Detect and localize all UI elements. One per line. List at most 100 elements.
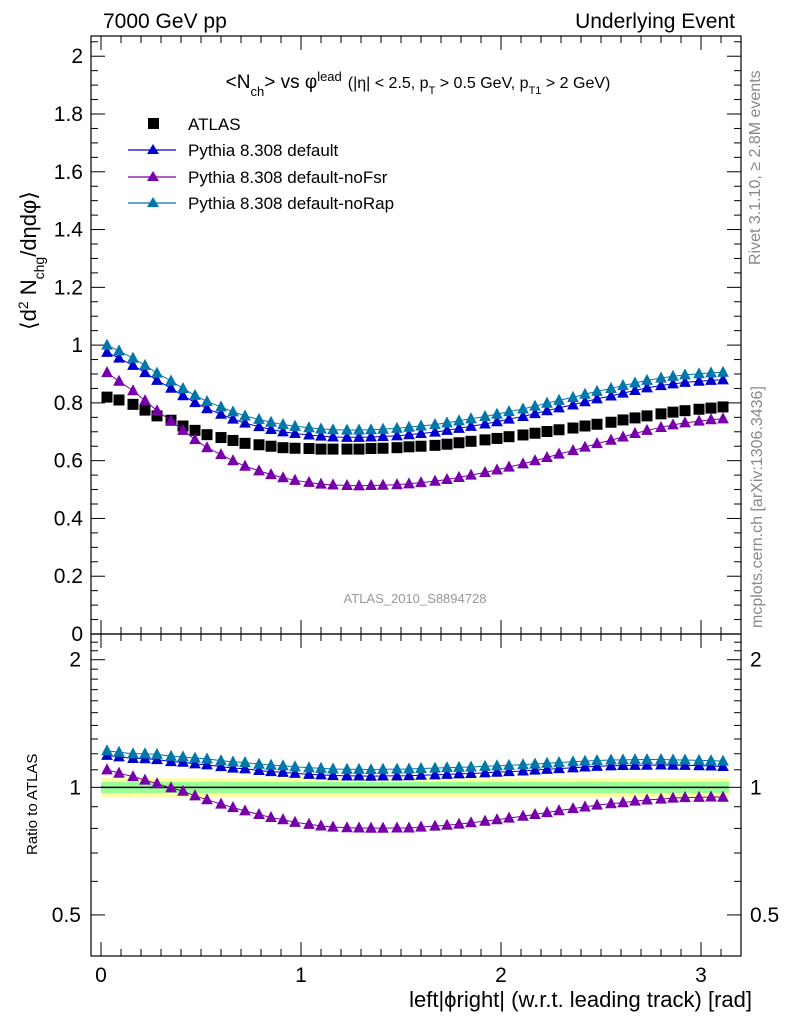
analysis-id: ATLAS_2010_S8894728 xyxy=(344,591,487,606)
mc-data-point xyxy=(227,405,239,417)
atlas-data-point xyxy=(113,394,125,406)
ratio-frame xyxy=(90,633,742,957)
ratio-data-point xyxy=(641,753,653,765)
mc-data-point xyxy=(277,425,289,437)
mc-data-point xyxy=(253,412,265,424)
ratio-data-point xyxy=(717,754,729,766)
mc-data-point xyxy=(403,420,415,432)
atlas-data-point xyxy=(579,420,591,432)
atlas-data-point xyxy=(667,406,679,418)
main-panel: 0 0.2 0.4 0.6 0.8 1 1.2 1.4 1.6 1.8 2 xyxy=(54,35,742,646)
ratio-data-point xyxy=(667,753,679,765)
ratio-y-axis-label: Ratio to ATLAS xyxy=(24,754,41,855)
mc-data-point xyxy=(453,421,465,433)
x-axis-label: left|ϕright| (w.r.t. leading track) [rad… xyxy=(409,987,752,1012)
ratio-y-tick-label-right: 0.5 xyxy=(750,904,779,927)
mc-data-point xyxy=(289,419,301,431)
mc-data-point xyxy=(341,479,353,491)
mc-data-point xyxy=(453,414,465,426)
rivet-version-text: Rivet 3.1.10, ≥ 2.8M events xyxy=(747,70,764,265)
ratio-data-point xyxy=(365,769,377,781)
ratio-data-point xyxy=(253,757,265,769)
mc-data-point xyxy=(151,366,163,378)
mc-data-point xyxy=(567,390,579,402)
mc-data-point xyxy=(227,454,239,466)
mc-data-point xyxy=(579,387,591,399)
mc-data-point xyxy=(277,418,289,430)
mc-data-point xyxy=(655,379,667,391)
ratio-data-point xyxy=(327,820,339,832)
mc-data-point xyxy=(591,437,603,449)
mc-data-point xyxy=(165,414,177,426)
mc-data-point xyxy=(517,402,529,414)
atlas-data-point xyxy=(127,398,139,410)
atlas-data-point xyxy=(693,403,705,415)
mc-data-point xyxy=(541,396,553,408)
mc-data-point xyxy=(453,470,465,482)
ratio-data-point xyxy=(327,762,339,774)
ratio-data-point xyxy=(453,760,465,772)
mc-data-point xyxy=(353,423,365,435)
ratio-data-point xyxy=(641,793,653,805)
mc-data-point xyxy=(529,407,541,419)
ratio-data-point xyxy=(139,747,151,759)
atlas-data-point xyxy=(101,391,113,403)
mc-data-point xyxy=(365,479,377,491)
mc-data-point xyxy=(377,429,389,441)
mc-data-point xyxy=(289,473,301,485)
mc-data-point xyxy=(465,419,477,431)
ratio-data-point xyxy=(629,794,641,806)
mc-data-point xyxy=(189,388,201,400)
mc-data-point xyxy=(353,430,365,442)
legend-default-marker xyxy=(147,144,159,154)
mc-data-point xyxy=(579,395,591,407)
ratio-data-point xyxy=(391,769,403,781)
mc-data-point xyxy=(165,374,177,386)
atlas-data-point xyxy=(189,424,201,436)
mc-data-point xyxy=(101,366,113,378)
mc-data-point xyxy=(541,450,553,463)
ratio-data-point xyxy=(177,784,189,796)
main-y-tick-label: 0 xyxy=(71,623,83,646)
mc-data-point xyxy=(365,430,377,442)
ratio-data-point xyxy=(479,759,491,771)
atlas-data-point xyxy=(415,440,427,452)
ratio-data-point xyxy=(215,760,227,772)
ratio-data-point xyxy=(201,758,213,770)
ratio-data-point xyxy=(465,816,477,828)
ratio-data-point xyxy=(253,807,265,819)
mc-data-point xyxy=(391,429,403,441)
ratio-data-point xyxy=(503,811,515,823)
mc-data-point xyxy=(415,476,427,488)
ratio-data-point xyxy=(151,777,163,789)
ratio-data-point xyxy=(453,767,465,779)
ratio-data-point xyxy=(503,758,515,770)
main-y-tick-label: 1.2 xyxy=(54,276,83,299)
ratio-data-point xyxy=(655,792,667,804)
atlas-data-point xyxy=(341,443,353,455)
main-y-tick-label: 1.8 xyxy=(54,103,83,126)
ratio-data-point xyxy=(201,793,213,805)
mc-data-point xyxy=(277,471,289,483)
atlas-data-point xyxy=(541,425,553,437)
ratio-data-point xyxy=(617,758,629,771)
ratio-data-point xyxy=(465,766,477,779)
mc-data-point xyxy=(491,463,503,475)
ratio-data-point xyxy=(541,806,553,818)
ratio-data-point xyxy=(491,765,503,777)
atlas-data-point xyxy=(265,440,277,452)
atlas-data-point xyxy=(215,432,227,444)
ratio-data-point xyxy=(265,758,277,770)
mc-data-point xyxy=(177,423,189,435)
ratio-data-point xyxy=(591,753,603,766)
atlas-data-point xyxy=(377,442,389,454)
mc-data-point xyxy=(591,384,603,396)
ratio-data-point xyxy=(113,766,125,778)
mcplots-text: mcplots.cern.ch [arXiv:1306.3436] xyxy=(749,386,766,628)
mc-data-point xyxy=(303,475,315,487)
ratio-data-point xyxy=(717,790,729,802)
ratio-data-point xyxy=(605,753,617,765)
ratio-data-point xyxy=(567,802,579,814)
ratio-data-point xyxy=(101,744,113,756)
